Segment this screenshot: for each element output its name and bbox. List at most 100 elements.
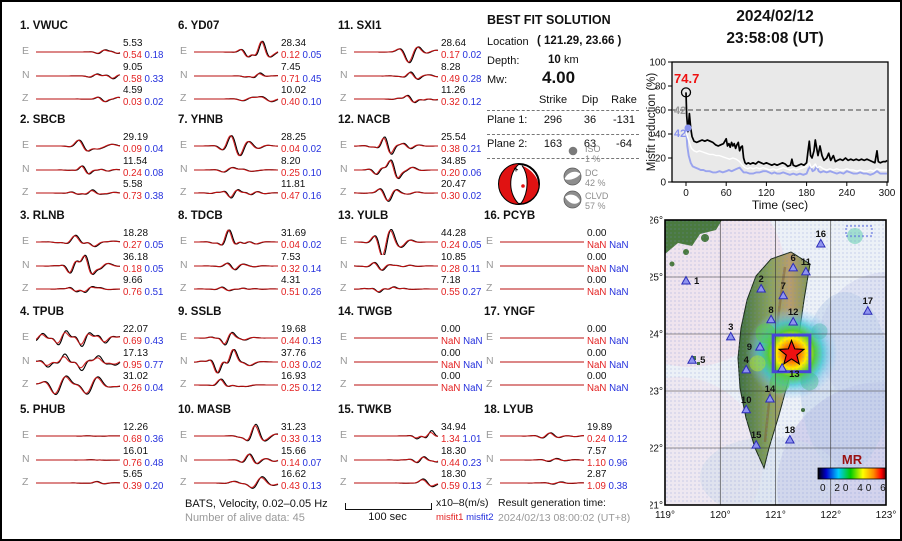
misfit1-value: 0.14 — [281, 457, 300, 469]
misfit2-value: NaN — [460, 383, 483, 394]
component-label: E — [340, 429, 348, 441]
station-block: 13. YULB E 44.28 0.24 0.05 N 10.85 0.28 0.11 Z 7… — [338, 210, 494, 304]
misfit-values: 0.03 0.02 — [281, 360, 321, 371]
svg-text:21°: 21° — [650, 501, 663, 512]
waveform-trace — [354, 372, 442, 398]
svg-text:3: 3 — [728, 322, 733, 333]
dc-pct: 42 % — [585, 178, 606, 188]
station-title: 12. NACB — [338, 114, 391, 126]
svg-text:12: 12 — [788, 307, 799, 318]
misfit-values: 0.95 0.77 — [123, 359, 164, 371]
station-block: 16. PCYB E 0.00 NaN NaN N 0.00 NaN NaN Z 0.00 NaN… — [484, 210, 640, 304]
misfit1-value: NaN — [441, 336, 461, 347]
amplitude-value: 0.00 — [587, 371, 607, 382]
amplitude-value: 11.81 — [281, 179, 306, 190]
waveform-trace — [354, 253, 442, 279]
misfit-values: 0.14 0.07 — [281, 457, 321, 469]
component-label: Z — [22, 282, 29, 294]
misfit2-value: 0.02 — [299, 144, 322, 155]
waveform-trace — [36, 253, 124, 279]
amplitude-value: 0.00 — [441, 347, 461, 359]
misfit1-value: 0.47 — [281, 191, 300, 202]
component-label: Z — [180, 282, 187, 294]
misfit1-value: 0.68 — [123, 434, 142, 445]
component-label: E — [340, 45, 348, 57]
misfit-values: NaN NaN — [587, 384, 628, 394]
misfit1-value: 0.71 — [281, 73, 300, 85]
misfit2-value: NaN — [606, 263, 629, 275]
misfit-values: 0.71 0.45 — [281, 73, 321, 85]
misfit2-value: 0.10 — [299, 97, 322, 108]
station-title: 13. YULB — [338, 210, 389, 222]
misfit2-value: 1.01 — [459, 434, 482, 445]
station-title: 16. PCYB — [484, 210, 536, 222]
misfit-values: NaN NaN — [587, 360, 628, 371]
amplitude-value: 9.66 — [123, 275, 143, 286]
component-label: Z — [486, 282, 493, 294]
divider — [487, 158, 639, 159]
station-title: 15. TWKB — [338, 404, 392, 416]
amplitude-value: 16.93 — [281, 371, 307, 382]
station-block: 2. SBCB E 29.19 0.09 0.04 N 11.54 0.24 0.08 Z 5.… — [20, 114, 176, 208]
svg-text:122°: 122° — [820, 510, 841, 521]
svg-text:60: 60 — [721, 188, 733, 199]
misfit-values: NaN NaN — [441, 384, 482, 394]
waveform-trace — [194, 276, 282, 302]
component-label: Z — [22, 378, 29, 390]
station-block: 9. SSLB E 19.68 0.44 0.13 N 37.76 0.03 0.02 Z 16… — [178, 306, 334, 400]
misfit2-value: 0.38 — [141, 191, 164, 202]
waveform-trace — [36, 63, 124, 89]
misfit2-value: 0.23 — [459, 457, 482, 469]
amplitude-value: 0.00 — [441, 324, 461, 335]
component-label: E — [340, 331, 348, 343]
component-label: N — [180, 68, 188, 81]
data-description: BATS, Velocity, 0.02–0.05 Hz — [185, 498, 328, 510]
waveform-trace — [500, 253, 588, 279]
misfit-values: NaN NaN — [441, 337, 482, 347]
misfit2-value: 0.77 — [141, 359, 164, 371]
amplitude-value: 12.26 — [123, 422, 149, 433]
misfit2-value: 0.21 — [459, 144, 482, 155]
misfit2-value: 0.02 — [459, 50, 482, 61]
waveform-trace — [194, 348, 282, 375]
component-label: N — [486, 452, 494, 465]
amplitude-value: 17.13 — [123, 347, 149, 359]
misfit2-value: 0.16 — [299, 191, 322, 202]
amplitude-value: 18.30 — [441, 469, 467, 480]
misfit2-value: 0.28 — [459, 73, 482, 85]
plane2-row: Plane 2: 163 63 -64 — [487, 138, 637, 150]
svg-text:25°: 25° — [650, 273, 663, 284]
misfit2-value: 0.13 — [299, 434, 322, 445]
col-strike: Strike — [538, 94, 568, 106]
svg-text:Time (sec): Time (sec) — [752, 198, 808, 212]
misfit-values: 0.59 0.13 — [441, 482, 481, 492]
svg-text:240: 240 — [838, 188, 855, 199]
component-label: Z — [180, 378, 187, 390]
svg-text:26°: 26° — [650, 216, 663, 227]
misfit1-value: 0.40 — [281, 97, 300, 108]
amplitude-value: 0.00 — [441, 371, 461, 382]
misfit1-value: NaN — [587, 263, 607, 275]
waveform-trace — [36, 325, 124, 351]
misfit1-value: 0.04 — [281, 144, 300, 155]
amplitude-value: 19.89 — [587, 422, 613, 433]
misfit2-label: misfit2 — [466, 512, 494, 523]
waveform-trace — [36, 276, 124, 302]
svg-text:MR: MR — [842, 452, 863, 467]
misfit2-value: 0.05 — [141, 240, 164, 251]
amplitude-value: 11.26 — [441, 85, 466, 96]
misfit2-value: NaN — [460, 336, 483, 347]
component-label: Z — [340, 476, 347, 488]
misfit-values: 0.68 0.36 — [123, 435, 163, 445]
misfit-values: 0.20 0.06 — [441, 168, 481, 179]
mw-value: 4.00 — [542, 68, 576, 87]
waveform-trace — [194, 39, 282, 65]
alive-data-count: Number of alive data: 45 — [185, 512, 305, 524]
amplitude-value: 18.30 — [441, 445, 467, 457]
misfit2-value: 0.05 — [141, 263, 164, 275]
waveform-trace — [500, 349, 588, 375]
misfit2-value: 0.02 — [141, 97, 164, 108]
misfit1-value: 0.17 — [441, 50, 460, 61]
component-label: E — [180, 45, 188, 57]
waveform-trace — [500, 229, 588, 255]
